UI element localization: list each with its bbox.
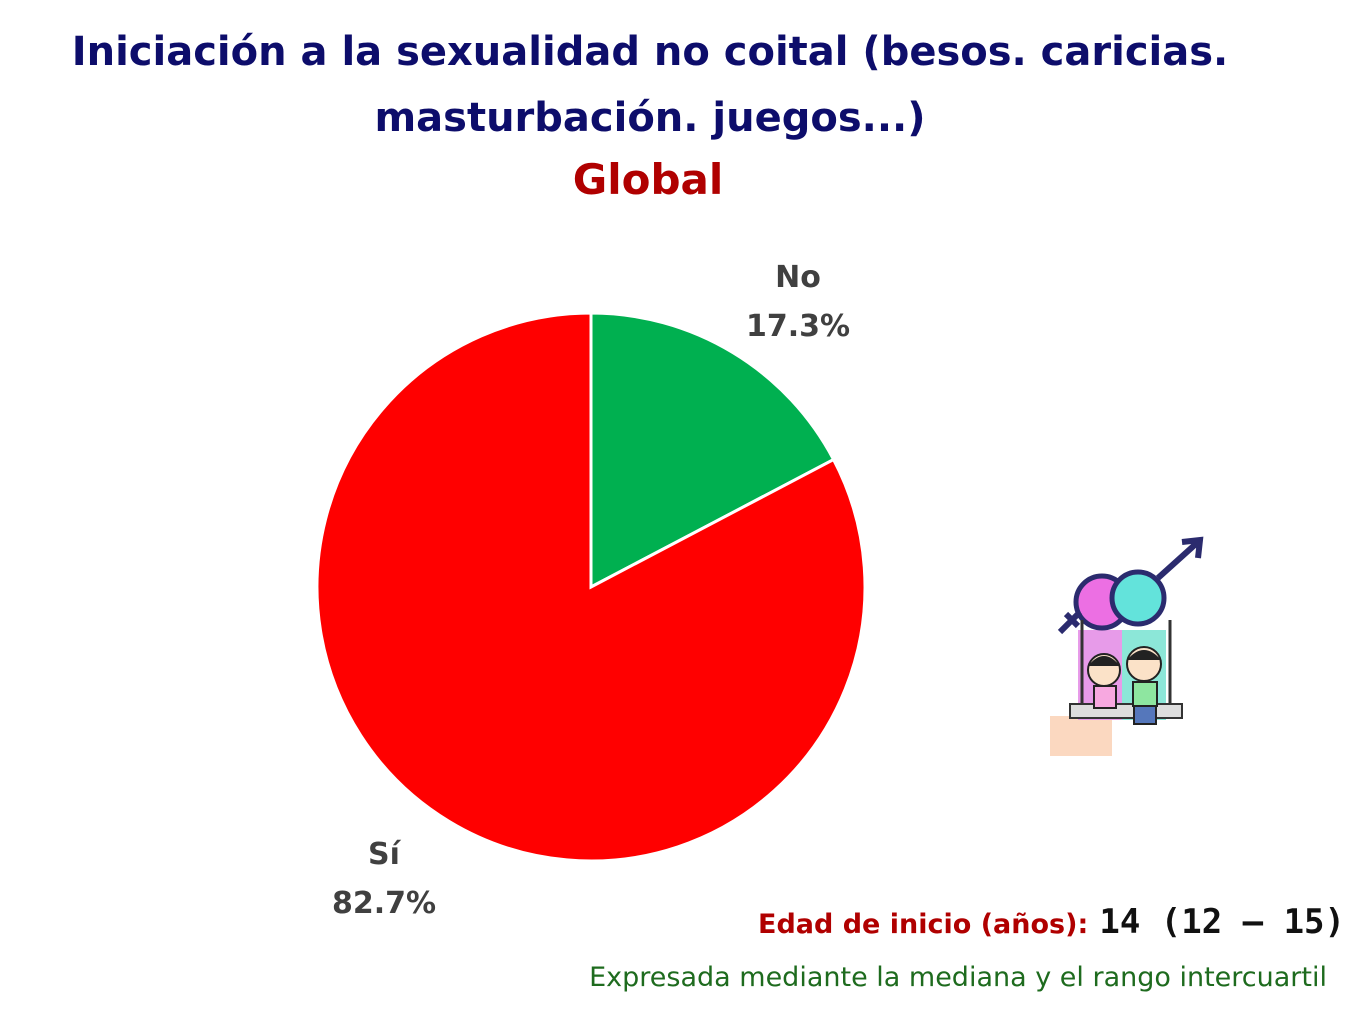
statistics-note: Expresada mediante la mediana y el rango… [589,962,1327,993]
age-of-onset-value: 14 (12 – 15) [1099,902,1345,942]
pie-slice-si [315,311,867,863]
pie-slice-label-no: No [775,260,821,295]
chart-subtitle: Global [572,155,724,204]
pie-slice-value-no: 17.3% [746,309,850,344]
age-of-onset-label: Edad de inicio (años): [758,909,1089,940]
chart-title-line-1: Iniciación a la sexualidad no coital (be… [71,29,1229,75]
pie-slice-label-si: Sí [368,837,402,872]
pie-slice-no [589,311,836,590]
age-of-onset: Edad de inicio (años): 14 (12 – 15) [758,902,1345,942]
chart-title-line-2: masturbación. juegos...) [374,95,926,141]
pie-labels: No 17.3% Sí 82.7% [332,260,850,921]
pie-slices [315,311,867,863]
pie-slice-value-si: 82.7% [332,886,436,921]
gender-symbols-children-on-swing-icon [1050,536,1204,756]
